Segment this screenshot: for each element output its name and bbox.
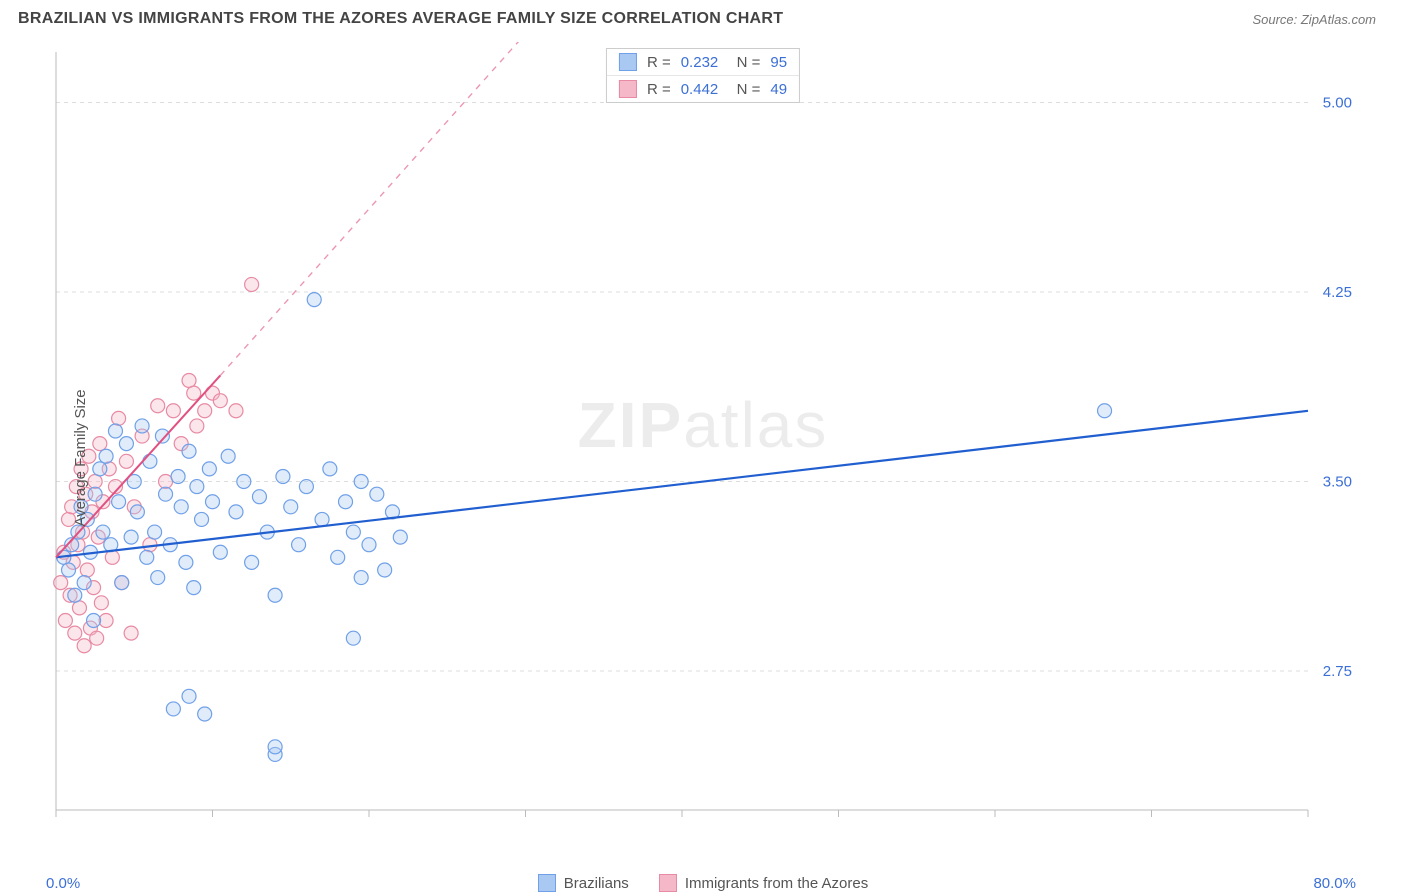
legend-item: Immigrants from the Azores — [659, 874, 868, 892]
svg-text:4.25: 4.25 — [1323, 284, 1352, 301]
stat-label: R = — [647, 54, 671, 71]
legend-swatch — [538, 874, 556, 892]
stat-r-value: 0.232 — [681, 54, 719, 71]
chart-title: BRAZILIAN VS IMMIGRANTS FROM THE AZORES … — [18, 10, 783, 28]
stats-row: R = 0.442 N = 49 — [607, 75, 799, 102]
bottom-legend: Brazilians Immigrants from the Azores — [0, 874, 1406, 892]
chart-container: Average Family Size 2.753.504.255.00 ZIP… — [18, 42, 1388, 874]
legend-label: Immigrants from the Azores — [685, 875, 868, 892]
stat-n-value: 95 — [770, 54, 787, 71]
legend-label: Brazilians — [564, 875, 629, 892]
legend-item: Brazilians — [538, 874, 629, 892]
series-swatch — [619, 80, 637, 98]
svg-text:2.75: 2.75 — [1323, 663, 1352, 680]
stats-legend-box: R = 0.232 N = 95 R = 0.442 N = 49 — [606, 48, 800, 103]
scatter-chart: 2.75 3.50 4.25 5.00 — [18, 42, 1358, 832]
stats-row: R = 0.232 N = 95 — [607, 49, 799, 75]
y-axis-label: Average Family Size — [72, 389, 89, 526]
legend-swatch — [659, 874, 677, 892]
source-label: Source: ZipAtlas.com — [1252, 12, 1376, 27]
stat-label: N = — [728, 81, 760, 98]
svg-text:5.00: 5.00 — [1323, 95, 1352, 112]
stat-n-value: 49 — [770, 81, 787, 98]
svg-text:3.50: 3.50 — [1323, 474, 1352, 491]
stat-label: N = — [728, 54, 760, 71]
series-swatch — [619, 53, 637, 71]
stat-label: R = — [647, 81, 671, 98]
stat-r-value: 0.442 — [681, 81, 719, 98]
